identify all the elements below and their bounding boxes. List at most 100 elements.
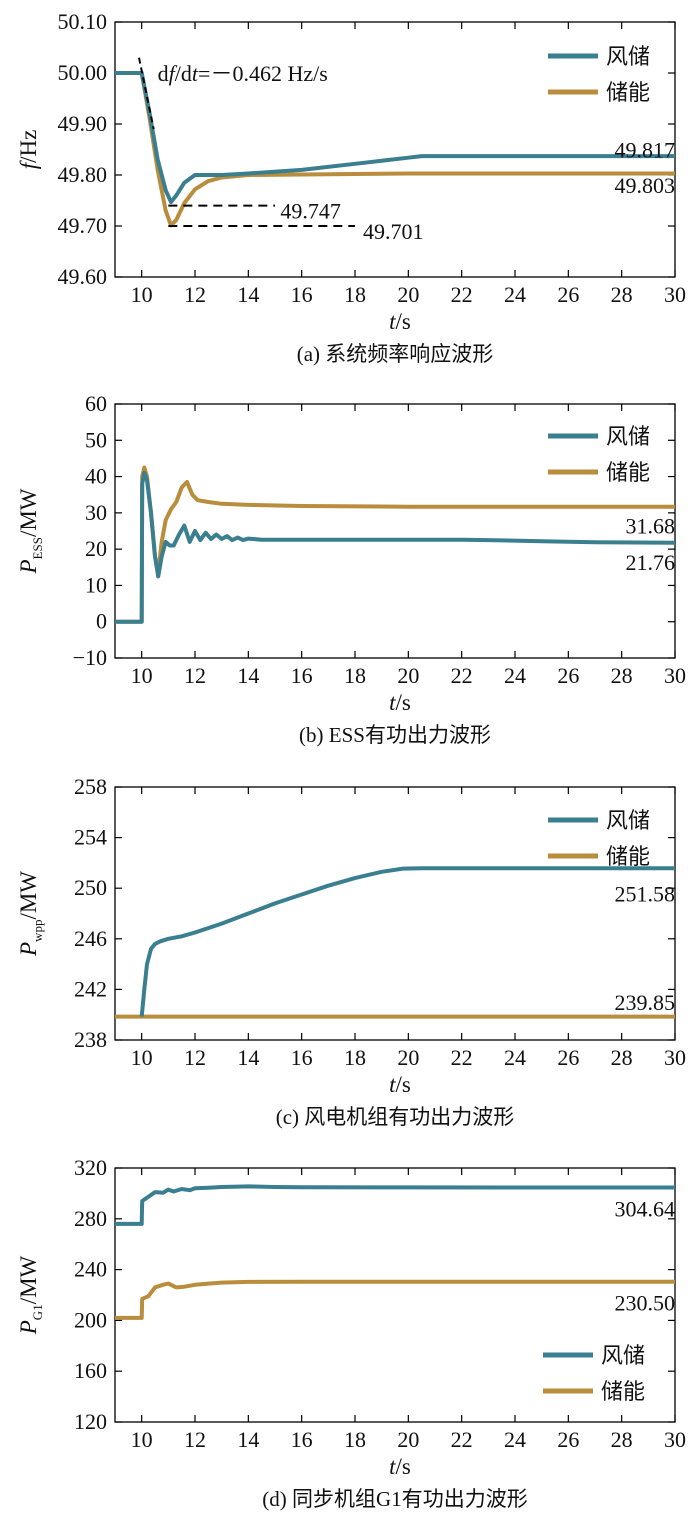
x-tick-label: 10: [131, 1427, 153, 1452]
data-label: 304.64: [615, 1197, 676, 1222]
y-axis-label: f/Hz: [16, 130, 41, 170]
x-tick-label: 12: [184, 282, 206, 307]
y-axis-label: Pwpp/MW: [16, 871, 45, 957]
x-tick-label: 16: [291, 282, 313, 307]
series-line-storage: [115, 71, 675, 228]
x-tick-label: 18: [344, 282, 366, 307]
x-tick-label: 12: [184, 1427, 206, 1452]
x-tick-label: 10: [131, 282, 153, 307]
x-tick-label: 18: [344, 1427, 366, 1452]
chart-panel-d: 10 12 14 16 18 20 22 24 26 28 30 120 160 200 240 280 320…: [16, 1155, 686, 1511]
x-tick-label: 22: [451, 1045, 473, 1070]
data-label: 31.68: [626, 514, 676, 539]
y-tick-label: 240: [74, 1257, 107, 1282]
y-axis-label: PESS/MW: [16, 488, 45, 574]
x-tick-label: 14: [237, 1427, 259, 1452]
x-tick-label: 16: [291, 663, 313, 688]
legend-label: 储能: [606, 460, 650, 485]
data-label: df/dt=－0.462 Hz/s: [158, 61, 328, 86]
x-tick-label: 24: [504, 663, 526, 688]
x-tick-label: 16: [291, 1427, 313, 1452]
x-tick-label: 26: [557, 1427, 579, 1452]
x-tick-label: 28: [611, 282, 633, 307]
x-tick-label: 30: [664, 1427, 686, 1452]
x-tick-label: 28: [611, 1427, 633, 1452]
plot-frame: [114, 403, 676, 659]
x-tick-label: 22: [451, 663, 473, 688]
series-line-storage: [115, 465, 675, 624]
x-tick-label: 22: [451, 282, 473, 307]
y-tick-label: 242: [74, 976, 107, 1001]
y-tick-label: 250: [74, 875, 107, 900]
y-tick-label: 50: [85, 427, 107, 452]
x-tick-label: 28: [611, 663, 633, 688]
data-label: 49.817: [615, 138, 676, 163]
legend-label: 储能: [601, 1379, 645, 1404]
y-tick-label: 49.70: [58, 213, 108, 238]
y-tick-label: 50.00: [58, 60, 108, 85]
y-tick-label: 280: [74, 1206, 107, 1231]
x-tick-label: 12: [184, 1045, 206, 1070]
y-tick-label: 60: [85, 391, 107, 416]
x-tick-label: 26: [557, 1045, 579, 1070]
y-tick-label: 49.80: [58, 162, 108, 187]
x-tick-label: 30: [664, 663, 686, 688]
plot-frame: [114, 1167, 676, 1423]
x-tick-label: 26: [557, 282, 579, 307]
chart-caption: (c) 风电机组有功出力波形: [276, 1105, 515, 1129]
plot-frame: [114, 786, 676, 1041]
y-tick-label: 200: [74, 1307, 107, 1332]
y-tick-label: 49.90: [58, 111, 108, 136]
x-tick-label: 26: [557, 663, 579, 688]
y-tick-label: 120: [74, 1409, 107, 1434]
x-tick-label: 14: [237, 1045, 259, 1070]
y-tick-label: 20: [85, 536, 107, 561]
x-tick-label: 18: [344, 663, 366, 688]
y-tick-label: 320: [74, 1155, 107, 1180]
x-tick-label: 30: [664, 1045, 686, 1070]
chart-panel-a: 10 12 14 16 18 20 22 24 26 28 30 49.60 49.70 49.80 49.…: [16, 9, 686, 366]
x-tick-label: 18: [344, 1045, 366, 1070]
chart-panel-b: 10 12 14 16 18 20 22 24 26 28 30 −10 0 10 20 30 40 50 60 t/…: [16, 391, 686, 747]
chart-caption: (a) 系统频率响应波形: [297, 342, 494, 366]
legend-label: 风储: [601, 1343, 645, 1368]
data-label: 251.58: [615, 881, 676, 906]
data-label: 239.85: [615, 990, 676, 1015]
y-tick-label: 30: [85, 500, 107, 525]
legend-label: 风储: [606, 44, 650, 69]
legend-label: 储能: [606, 80, 650, 105]
y-tick-label: 0: [96, 609, 107, 634]
y-tick-label: 10: [85, 572, 107, 597]
y-tick-label: 254: [74, 825, 107, 850]
x-tick-label: 14: [237, 282, 259, 307]
y-tick-label: 40: [85, 464, 107, 489]
data-label: 49.803: [615, 173, 676, 198]
chart-caption: (b) ESS有功出力波形: [299, 723, 491, 747]
y-tick-label: 258: [74, 774, 107, 799]
x-tick-label: 28: [611, 1045, 633, 1070]
legend-label: 储能: [606, 844, 650, 869]
series-line-wind-storage: [115, 470, 675, 624]
chart-panel-c: 10 12 14 16 18 20 22 24 26 28 30 238 242 246 250 254 258…: [16, 774, 686, 1129]
x-tick-label: 20: [397, 282, 419, 307]
x-tick-label: 24: [504, 1045, 526, 1070]
data-label: 230.50: [615, 1291, 676, 1316]
y-tick-label: 160: [74, 1358, 107, 1383]
x-tick-label: 24: [504, 282, 526, 307]
x-tick-label: 14: [237, 663, 259, 688]
series-line-wind-storage: [115, 1184, 675, 1226]
slope-dashed-line: [138, 57, 155, 130]
y-tick-label: 238: [74, 1027, 107, 1052]
y-tick-label: 50.10: [58, 9, 108, 34]
x-tick-label: 10: [131, 1045, 153, 1070]
data-label: 49.747: [280, 199, 341, 224]
legend-label: 风储: [606, 424, 650, 449]
legend-label: 风储: [606, 808, 650, 833]
x-tick-label: 24: [504, 1427, 526, 1452]
x-axis-label: t/s: [389, 1454, 411, 1479]
